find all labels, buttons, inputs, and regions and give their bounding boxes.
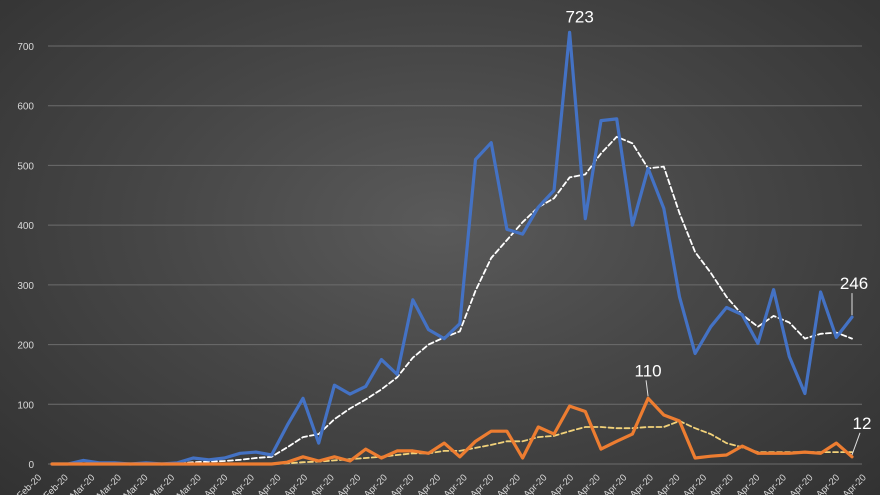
series-line-1	[51, 135, 853, 465]
series-lines	[50, 30, 854, 466]
x-tick-label: Feb-20	[42, 472, 71, 495]
data-labels: 723 246 110 12	[565, 7, 872, 456]
y-tick-label: 100	[17, 400, 34, 411]
x-tick-label: Apr-20	[522, 472, 550, 495]
x-tick-label: Mar-20	[121, 472, 150, 495]
x-tick-label: Apr-20	[415, 472, 443, 495]
y-tick-label: 0	[28, 460, 34, 471]
x-tick-label: Mar-20	[175, 472, 204, 495]
x-tick-label: Apr-20	[548, 472, 576, 495]
series-line-0	[50, 30, 854, 466]
x-tick-label: Apr-20	[229, 472, 257, 495]
x-tick-label: Apr-20	[442, 472, 470, 495]
x-tick-label: Apr-20	[734, 472, 762, 495]
data-label: 723	[565, 7, 593, 26]
x-tick-label: Apr-20	[655, 472, 683, 495]
x-tick-label: Apr-20	[841, 472, 869, 495]
x-tick-label: Apr-20	[202, 472, 230, 495]
data-label: 12	[853, 414, 872, 433]
x-tick-label: Mar-20	[95, 472, 124, 495]
x-tick-label: Apr-20	[495, 472, 523, 495]
x-tick-label: Apr-20	[282, 472, 310, 495]
x-tick-label: Feb-20	[15, 472, 44, 495]
x-axis-ticks: Feb-20Feb-20Mar-20Mar-20Mar-20Mar-20Mar-…	[15, 472, 869, 495]
x-tick-label: Apr-20	[389, 472, 417, 495]
y-tick-label: 500	[17, 161, 34, 172]
data-label-leader	[645, 380, 649, 397]
x-tick-label: Apr-20	[575, 472, 603, 495]
series-line-3	[51, 420, 853, 465]
x-tick-label: Apr-20	[814, 472, 842, 495]
x-tick-label: Apr-20	[708, 472, 736, 495]
series-line-2	[50, 396, 854, 466]
y-tick-label: 400	[17, 221, 34, 232]
x-tick-label: Apr-20	[468, 472, 496, 495]
x-tick-label: Apr-20	[256, 472, 284, 495]
gridlines	[48, 45, 862, 465]
data-label-leader	[851, 432, 861, 456]
x-tick-label: Apr-20	[761, 472, 789, 495]
x-tick-label: Apr-20	[362, 472, 390, 495]
y-axis-ticks: 0 100 200 300 400 500 600 700	[17, 42, 34, 471]
x-tick-label: Apr-20	[335, 472, 363, 495]
y-tick-label: 700	[17, 42, 34, 53]
y-tick-label: 600	[17, 102, 34, 113]
y-tick-label: 300	[17, 281, 34, 292]
y-tick-label: 200	[17, 341, 34, 352]
x-tick-label: Apr-20	[681, 472, 709, 495]
x-tick-label: Apr-20	[628, 472, 656, 495]
x-tick-label: Mar-20	[68, 472, 97, 495]
x-tick-label: Mar-20	[148, 472, 177, 495]
data-label: 110	[635, 361, 662, 380]
x-tick-label: Apr-20	[309, 472, 337, 495]
x-tick-label: Apr-20	[601, 472, 629, 495]
data-label: 246	[840, 274, 868, 293]
x-tick-label: Apr-20	[788, 472, 816, 495]
